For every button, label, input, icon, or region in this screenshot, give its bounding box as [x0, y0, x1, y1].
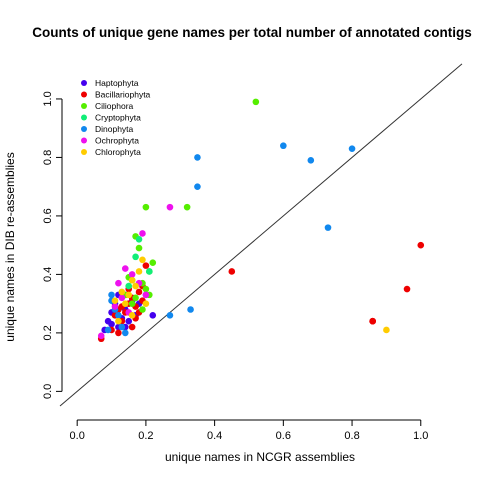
- data-point-dinophyta: [280, 142, 287, 150]
- data-point-ciliophora: [132, 294, 139, 302]
- data-point-ochrophyta: [139, 230, 146, 237]
- data-point-chlorophyta: [139, 256, 146, 264]
- data-point-ciliophora: [142, 285, 150, 293]
- data-point-ochrophyta: [111, 303, 119, 310]
- data-point-bacillariophyta: [403, 285, 411, 293]
- data-point-ciliophora: [149, 259, 157, 267]
- legend-label: Bacillariophyta: [95, 90, 151, 100]
- identity-reference-line: [59, 63, 463, 407]
- data-point-bacillariophyta: [417, 241, 425, 249]
- legend-label: Cryptophyta: [95, 113, 141, 123]
- y-tick-label: 0.4: [42, 267, 54, 282]
- data-point-chlorophyta: [118, 288, 126, 296]
- x-tick-label: 0.2: [138, 430, 153, 442]
- data-point-cryptophyta: [125, 282, 133, 290]
- legend-label: Haptophyta: [95, 78, 139, 88]
- data-point-chlorophyta: [121, 300, 129, 307]
- data-point-dinophyta: [118, 323, 126, 331]
- data-point-ciliophora: [252, 98, 260, 106]
- data-point-chlorophyta: [383, 326, 390, 334]
- x-tick-label: 0.6: [276, 430, 291, 442]
- data-point-ochrophyta: [118, 294, 126, 302]
- data-point-ochrophyta: [166, 203, 174, 211]
- data-point-ochrophyta: [115, 279, 122, 287]
- data-point-cryptophyta: [132, 253, 139, 261]
- x-tick-label: 0.0: [70, 430, 85, 442]
- data-point-chlorophyta: [132, 282, 139, 290]
- data-point-bacillariophyta: [115, 329, 122, 337]
- data-point-ochrophyta: [142, 291, 150, 299]
- legend-marker: [81, 149, 87, 155]
- data-point-dinophyta: [348, 145, 356, 152]
- x-tick-label: 0.8: [344, 430, 359, 442]
- data-point-chlorophyta: [142, 300, 150, 307]
- legend-marker: [81, 137, 87, 144]
- y-tick-label: 0.8: [42, 150, 54, 165]
- data-point-chlorophyta: [128, 312, 136, 319]
- data-point-dinophyta: [187, 306, 194, 313]
- data-point-dinophyta: [121, 329, 129, 337]
- data-point-dinophyta: [194, 154, 201, 161]
- data-point-ochrophyta: [121, 265, 129, 272]
- data-point-ciliophora: [139, 306, 146, 313]
- data-point-ciliophora: [142, 203, 150, 211]
- data-point-haptophyta: [149, 312, 157, 319]
- y-axis-label: unique names in DIB re-assemblies: [3, 152, 17, 341]
- legend-label: Ciliophora: [95, 101, 134, 111]
- data-point-ciliophora: [128, 300, 136, 307]
- data-point-dinophyta: [166, 312, 174, 319]
- data-point-ochrophyta: [97, 332, 105, 340]
- y-tick-label: 0.2: [42, 325, 54, 340]
- legend-label: Chlorophyta: [95, 147, 141, 157]
- legend-marker: [81, 114, 87, 121]
- data-point-ciliophora: [135, 244, 143, 252]
- chart-title: Counts of unique gene names per total nu…: [32, 25, 472, 40]
- data-point-haptophyta: [125, 317, 133, 325]
- data-point-chlorophyta: [125, 291, 133, 299]
- data-point-ciliophora: [183, 203, 191, 211]
- y-tick-label: 1.0: [42, 91, 54, 106]
- data-points: [97, 98, 425, 343]
- data-point-dinophyta: [194, 183, 201, 190]
- data-point-dinophyta: [104, 326, 112, 334]
- data-point-bacillariophyta: [369, 317, 376, 325]
- data-point-cryptophyta: [135, 236, 143, 243]
- data-point-dinophyta: [307, 157, 315, 164]
- legend-label: Ochrophyta: [95, 136, 139, 146]
- reference-line-layer: [59, 63, 463, 407]
- legend-marker: [81, 126, 87, 132]
- data-point-chlorophyta: [128, 276, 136, 284]
- y-tick-label: 0.0: [42, 384, 54, 399]
- data-point-bacillariophyta: [135, 288, 143, 296]
- legend-marker: [81, 80, 87, 86]
- data-point-chlorophyta: [111, 297, 119, 305]
- data-point-bacillariophyta: [128, 323, 136, 331]
- legend-marker: [81, 103, 87, 109]
- data-point-dinophyta: [324, 224, 332, 231]
- data-point-haptophyta: [108, 320, 115, 328]
- axes: 0.0 0.2 0.4 0.6 0.8 1.0 0.0 0.2 0.4 0.6 0.8 1.0: [42, 91, 428, 442]
- x-tick-label: 1.0: [413, 430, 428, 442]
- x-tick-label: 0.4: [207, 430, 222, 442]
- data-point-bacillariophyta: [142, 262, 150, 269]
- data-point-chlorophyta: [135, 268, 143, 275]
- data-point-ochrophyta: [128, 271, 136, 278]
- data-point-dinophyta: [115, 312, 122, 319]
- data-point-bacillariophyta: [228, 268, 236, 275]
- legend-label: Dinophyta: [95, 124, 134, 134]
- legend-marker: [81, 91, 87, 98]
- data-point-cryptophyta: [146, 268, 153, 275]
- data-point-chlorophyta: [115, 317, 122, 325]
- x-axis-label: unique names in NCGR assemblies: [165, 450, 355, 464]
- y-tick-label: 0.6: [42, 208, 54, 223]
- data-point-dinophyta: [108, 291, 115, 299]
